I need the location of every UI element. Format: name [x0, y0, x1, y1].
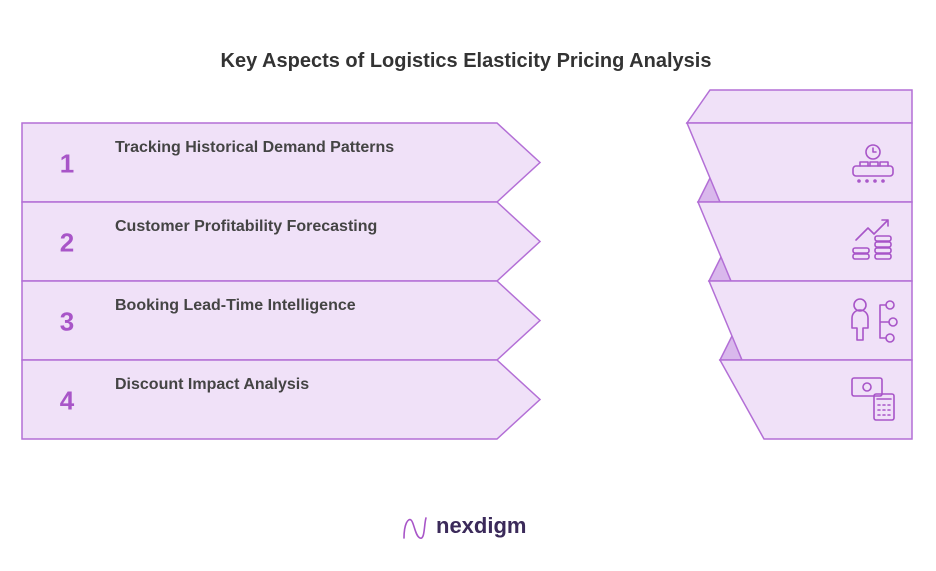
step-label: Discount Impact Analysis: [115, 376, 309, 393]
icon-person-network: [851, 298, 898, 343]
step-number: 4: [60, 386, 75, 416]
step-arrow: [21, 122, 542, 203]
step-arrow: [21, 359, 542, 440]
steps: 1 Tracking Historical Demand Patterns 2 Cus…: [21, 122, 542, 440]
icon-growth: [852, 219, 892, 260]
title: Key Aspects of Logistics Elasticity Pric…: [221, 50, 712, 72]
step-number: 3: [60, 307, 74, 337]
ribbon: [685, 89, 913, 440]
step-label: Customer Profitability Forecasting: [115, 218, 377, 235]
logo-mark: [403, 517, 427, 539]
logo-text: nexdigm: [436, 513, 526, 538]
ribbon-panel: [718, 359, 913, 440]
logo: nexdigm: [403, 513, 526, 539]
icon-clock-conveyor: [852, 144, 894, 183]
step-arrow: [21, 280, 542, 361]
step-number: 1: [60, 149, 74, 179]
ribbon-panel: [707, 280, 913, 361]
icon-cash-calculator: [851, 377, 895, 421]
ribbon-top: [685, 89, 913, 124]
step-number: 2: [60, 228, 74, 258]
step-label: Tracking Historical Demand Patterns: [115, 139, 394, 156]
step-label: Booking Lead-Time Intelligence: [115, 297, 356, 314]
step-arrow: [21, 201, 542, 282]
